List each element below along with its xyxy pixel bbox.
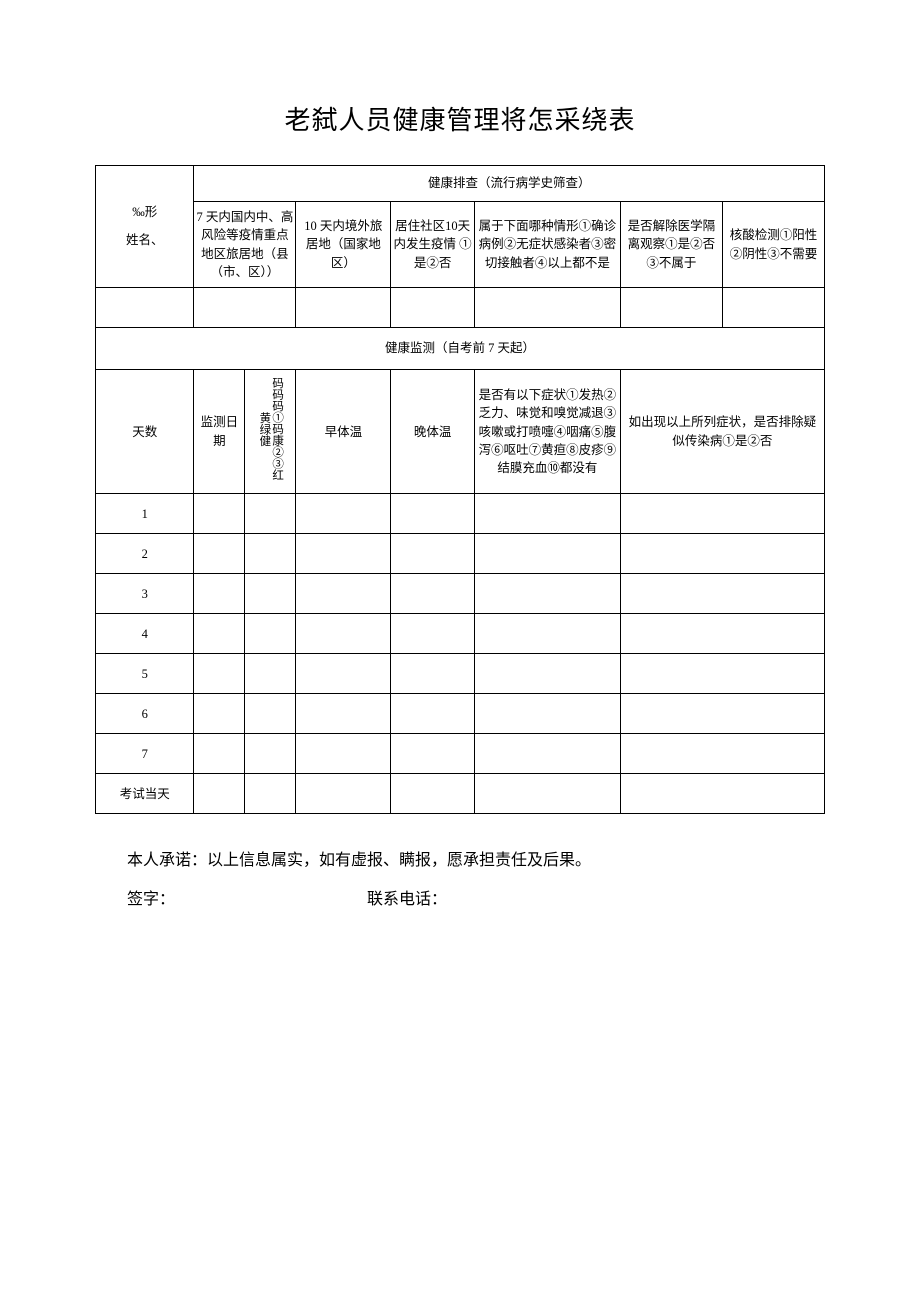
monitoring-col-code-text: 码码码①码康②③红黄绿健 xyxy=(258,374,283,484)
screening-col-4: 属于下面哪种情形①确诊病例②无症状感染者③密切接触者④以上都不是 xyxy=(475,202,621,288)
day-input-cell[interactable] xyxy=(296,694,391,734)
screening-col-2: 10 天内境外旅居地（国家地区） xyxy=(296,202,391,288)
day-input-cell[interactable] xyxy=(296,494,391,534)
promise-text: 本人承诺：以上信息属实，如有虚报、瞒报，愿承担责任及后果。 xyxy=(95,842,825,880)
screening-col-6: 核酸检测①阳性②阴性③不需要 xyxy=(722,202,824,288)
day-input-cell[interactable] xyxy=(245,734,296,774)
monitoring-col-exclude: 如出现以上所列症状，是否排除疑似传染病①是②否 xyxy=(620,370,824,494)
monitoring-col-symptoms: 是否有以下症状①发热②乏力、味觉和嗅觉减退③咳嗽或打喷嚏④咽痛⑤腹泻⑥呕吐⑦黄疸… xyxy=(475,370,621,494)
day-input-cell[interactable] xyxy=(620,574,824,614)
day-input-cell[interactable] xyxy=(475,534,621,574)
day-input-cell[interactable] xyxy=(194,774,245,814)
table-row: 3 xyxy=(96,574,825,614)
table-row: 6 xyxy=(96,694,825,734)
table-row: 7 xyxy=(96,734,825,774)
day-input-cell[interactable] xyxy=(391,654,475,694)
day-input-cell[interactable] xyxy=(194,494,245,534)
day-input-cell[interactable] xyxy=(194,654,245,694)
day-input-cell[interactable] xyxy=(296,614,391,654)
signature-label: 签字： xyxy=(95,881,175,919)
screening-input-6[interactable] xyxy=(722,288,824,328)
table-row: 4 xyxy=(96,614,825,654)
screening-input-5[interactable] xyxy=(620,288,722,328)
day-input-cell[interactable] xyxy=(475,734,621,774)
health-form-table: ‰形 姓名、 健康排查（流行病学史筛查） 7 天内国内中、高风险等疫情重点地区旅… xyxy=(95,165,825,814)
footer-section: 本人承诺：以上信息属实，如有虚报、瞒报，愿承担责任及后果。 签字： 联系电话： xyxy=(95,842,825,919)
day-input-cell[interactable] xyxy=(475,574,621,614)
day-input-cell[interactable] xyxy=(245,694,296,734)
screening-col-1: 7 天内国内中、高风险等疫情重点地区旅居地（县（市、区）） xyxy=(194,202,296,288)
day-input-cell[interactable] xyxy=(194,694,245,734)
day-input-cell[interactable] xyxy=(475,694,621,734)
table-row: 5 xyxy=(96,654,825,694)
day-input-cell[interactable] xyxy=(245,494,296,534)
day-input-cell[interactable] xyxy=(391,734,475,774)
day-input-cell[interactable] xyxy=(391,494,475,534)
screening-col-3: 居住社区10天内发生疫情 ①是②否 xyxy=(391,202,475,288)
day-label: 6 xyxy=(96,694,194,734)
day-input-cell[interactable] xyxy=(620,694,824,734)
day-input-cell[interactable] xyxy=(620,534,824,574)
day-input-cell[interactable] xyxy=(245,774,296,814)
monitoring-col-days: 天数 xyxy=(96,370,194,494)
day-input-cell[interactable] xyxy=(391,774,475,814)
day-label: 1 xyxy=(96,494,194,534)
day-label: 4 xyxy=(96,614,194,654)
day-label: 考试当天 xyxy=(96,774,194,814)
day-input-cell[interactable] xyxy=(620,654,824,694)
day-label: 5 xyxy=(96,654,194,694)
day-input-cell[interactable] xyxy=(620,494,824,534)
left-header-line1: ‰形 xyxy=(98,199,191,227)
day-input-cell[interactable] xyxy=(194,614,245,654)
screening-header: 健康排查（流行病学史筛查） xyxy=(194,166,825,202)
table-row: 考试当天 xyxy=(96,774,825,814)
day-input-cell[interactable] xyxy=(475,614,621,654)
monitoring-col-evening: 晚体温 xyxy=(391,370,475,494)
screening-input-1[interactable] xyxy=(194,288,296,328)
day-input-cell[interactable] xyxy=(391,574,475,614)
table-row: 1 xyxy=(96,494,825,534)
monitoring-header: 健康监测（自考前 7 天起） xyxy=(96,328,825,370)
day-input-cell[interactable] xyxy=(194,534,245,574)
day-input-cell[interactable] xyxy=(475,654,621,694)
day-input-cell[interactable] xyxy=(475,774,621,814)
day-input-cell[interactable] xyxy=(391,534,475,574)
day-label: 2 xyxy=(96,534,194,574)
day-input-cell[interactable] xyxy=(245,534,296,574)
day-input-cell[interactable] xyxy=(296,654,391,694)
day-input-cell[interactable] xyxy=(391,614,475,654)
monitoring-col-morning: 早体温 xyxy=(296,370,391,494)
day-input-cell[interactable] xyxy=(245,654,296,694)
page-title: 老弑人员健康管理将怎采绕表 xyxy=(95,100,825,137)
screening-input-3[interactable] xyxy=(391,288,475,328)
day-input-cell[interactable] xyxy=(391,694,475,734)
screening-col-5: 是否解除医学隔离观察①是②否③不属于 xyxy=(620,202,722,288)
left-header-line2: 姓名、 xyxy=(98,227,191,255)
screening-input-name[interactable] xyxy=(96,288,194,328)
day-label: 3 xyxy=(96,574,194,614)
day-input-cell[interactable] xyxy=(245,574,296,614)
day-input-cell[interactable] xyxy=(245,614,296,654)
day-input-cell[interactable] xyxy=(194,574,245,614)
day-input-cell[interactable] xyxy=(296,574,391,614)
monitoring-col-date: 监测日期 xyxy=(194,370,245,494)
day-input-cell[interactable] xyxy=(296,734,391,774)
day-input-cell[interactable] xyxy=(475,494,621,534)
table-row: 2 xyxy=(96,534,825,574)
screening-input-2[interactable] xyxy=(296,288,391,328)
day-input-cell[interactable] xyxy=(296,774,391,814)
day-input-cell[interactable] xyxy=(620,614,824,654)
screening-input-4[interactable] xyxy=(475,288,621,328)
day-input-cell[interactable] xyxy=(620,774,824,814)
name-header: ‰形 姓名、 xyxy=(96,166,194,288)
day-input-cell[interactable] xyxy=(296,534,391,574)
phone-label: 联系电话： xyxy=(335,881,447,919)
day-label: 7 xyxy=(96,734,194,774)
monitoring-col-code: 码码码①码康②③红黄绿健 xyxy=(245,370,296,494)
day-input-cell[interactable] xyxy=(194,734,245,774)
day-input-cell[interactable] xyxy=(620,734,824,774)
